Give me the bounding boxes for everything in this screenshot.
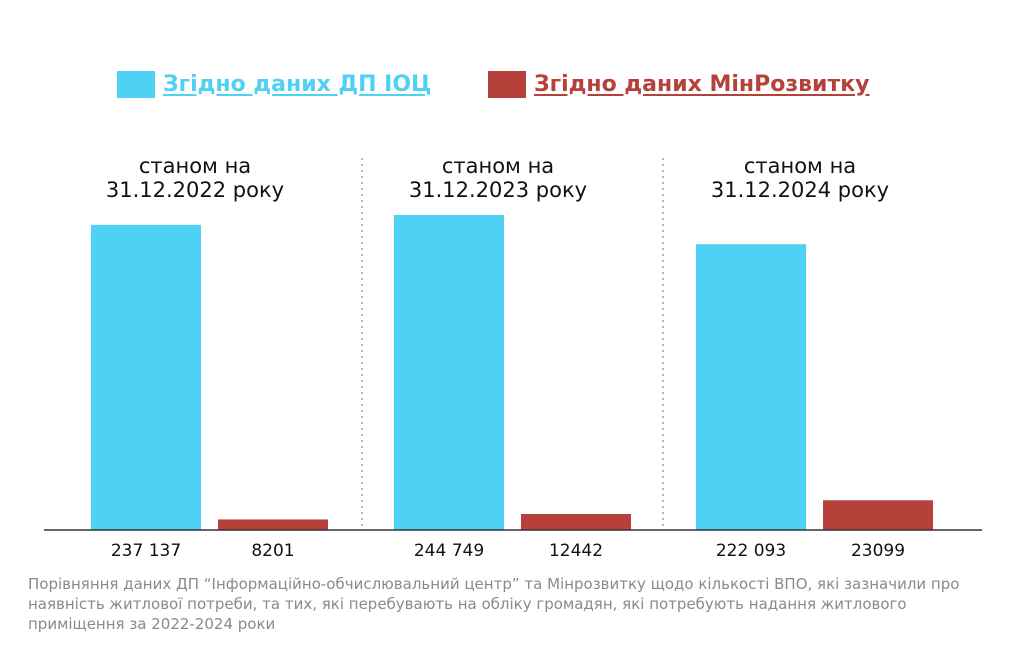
bar-series-1-group-1	[91, 224, 201, 531]
bar-series-1-group-2	[394, 215, 504, 530]
legend-swatch-series-1	[117, 70, 155, 98]
bar-chart: станом на 31.12.2022 року станом на 31.12.2…	[44, 154, 982, 561]
bar-series-2-group-2	[521, 513, 631, 530]
legend-swatch-series-2	[488, 70, 526, 98]
value-label-series-2-group-3: 23099	[851, 541, 905, 561]
bar-series-1-group-3	[696, 244, 806, 531]
legend-item-series-1: Згідно даних ДП ІОЦ	[117, 68, 431, 100]
legend-item-series-2: Згідно даних МінРозвитку	[488, 68, 870, 100]
figure-caption: Порівняння даних ДП “Інформаційно-обчисл…	[28, 575, 960, 633]
value-label-series-1-group-3: 222 093	[716, 541, 786, 561]
value-label-series-2-group-1: 8201	[251, 541, 294, 561]
legend-label-series-1: Згідно даних ДП ІОЦ	[163, 71, 432, 97]
bar-series-2-group-3	[823, 500, 933, 530]
category-label-3: станом на 31.12.2024 року	[711, 154, 889, 202]
legend-label-series-2: Згідно даних МінРозвитку	[534, 71, 870, 97]
bar-series-2-group-1	[218, 519, 328, 530]
value-label-series-2-group-2: 12442	[549, 541, 603, 561]
value-label-series-1-group-1: 237 137	[111, 541, 181, 561]
value-label-series-1-group-2: 244 749	[414, 541, 484, 561]
category-label-2: станом на 31.12.2023 року	[409, 154, 587, 202]
category-label-1: станом на 31.12.2022 року	[106, 154, 284, 202]
